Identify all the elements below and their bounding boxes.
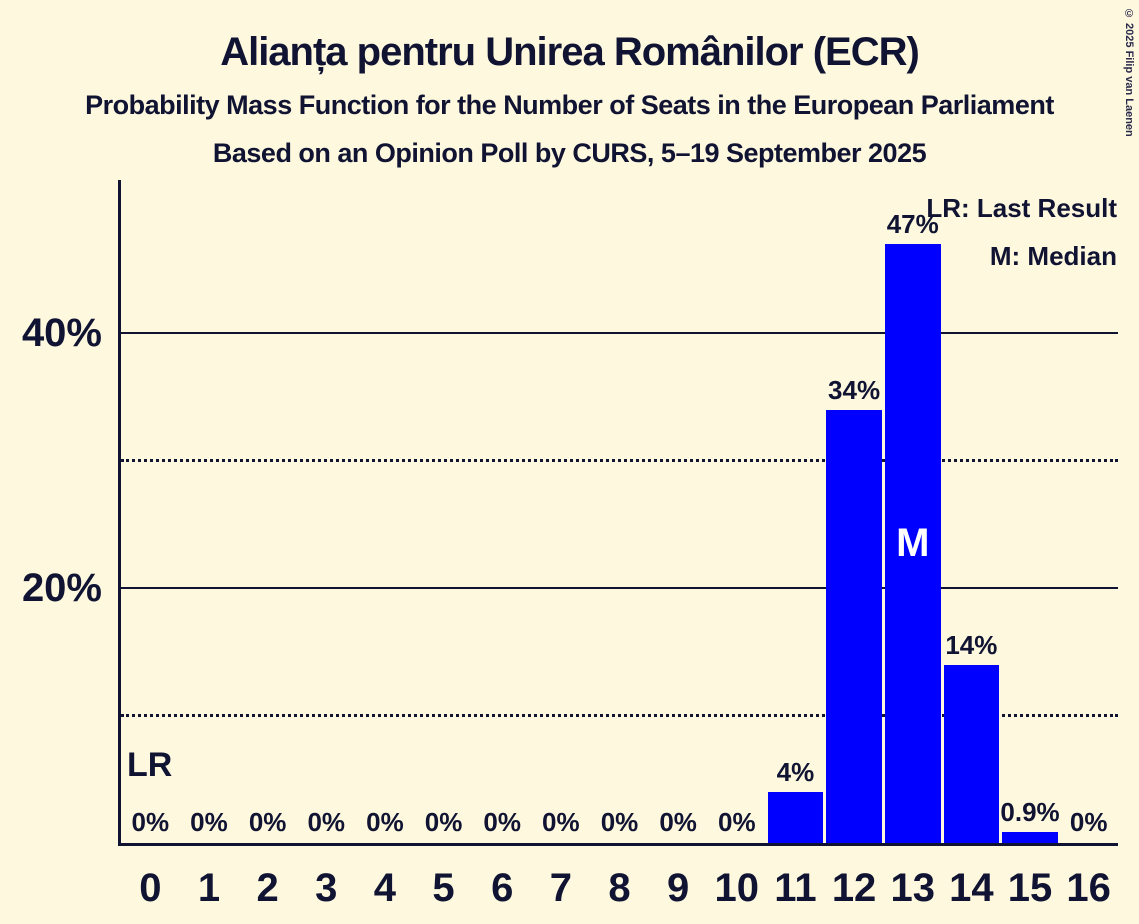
x-axis-label-8: 8 bbox=[608, 866, 631, 910]
bar-value-label-12: 34% bbox=[828, 374, 881, 405]
x-axis-label-3: 3 bbox=[315, 866, 338, 910]
x-axis-label-11: 11 bbox=[774, 866, 817, 910]
bar-value-label-10: 0% bbox=[718, 807, 756, 837]
bar-seats-12 bbox=[826, 409, 882, 843]
x-axis-label-15: 15 bbox=[1007, 866, 1053, 910]
chart-legend: LR: Last Result M: Median bbox=[926, 184, 1117, 280]
bar-value-label-9: 0% bbox=[659, 807, 697, 837]
bar-value-label-1: 0% bbox=[190, 807, 228, 837]
bar-value-label-2: 0% bbox=[248, 807, 287, 837]
x-axis-label-1: 1 bbox=[197, 866, 221, 910]
plot-area: 0% 0% 0% 0% 0% 0% 0% 0% 0% 0% 0% 4% 34% 47% 14% 0.9% 0% M… bbox=[118, 180, 1118, 846]
last-result-marker: LR bbox=[127, 746, 173, 784]
x-axis-label-5: 5 bbox=[432, 866, 455, 910]
legend-last-result: LR: Last Result bbox=[926, 193, 1117, 223]
x-axis-label-4: 4 bbox=[373, 866, 397, 910]
bar-value-label-4: 0% bbox=[366, 807, 404, 837]
chart-source-line: Based on an Opinion Poll by CURS, 5–19 S… bbox=[212, 138, 927, 168]
chart-subtitle: Probability Mass Function for the Number… bbox=[85, 90, 1054, 120]
bar-value-label-8: 0% bbox=[600, 807, 639, 837]
gridline-10pct bbox=[121, 713, 1118, 717]
x-axis-label-14: 14 bbox=[949, 866, 994, 910]
bar-value-label-5: 0% bbox=[424, 807, 463, 837]
bar-value-label-16: 0% bbox=[1069, 807, 1108, 837]
bar-value-label-13: 47% bbox=[886, 208, 939, 239]
chart-title: Alianța pentru Unirea Românilor (ECR) bbox=[220, 30, 920, 74]
bar-seats-14 bbox=[943, 664, 1000, 843]
bar-value-label-15: 0.9% bbox=[1000, 796, 1060, 827]
bar-seats-15 bbox=[1002, 831, 1058, 843]
bar-value-label-0: 0% bbox=[131, 807, 170, 837]
bar-value-label-11: 4% bbox=[776, 757, 815, 787]
bar-value-label-7: 0% bbox=[542, 807, 580, 837]
gridline-20pct bbox=[121, 587, 1118, 589]
bar-value-label-6: 0% bbox=[483, 807, 521, 837]
x-axis-label-12: 12 bbox=[831, 866, 877, 910]
bar-seats-11 bbox=[767, 792, 824, 843]
gridline-30pct bbox=[121, 458, 1118, 462]
x-axis-label-16: 16 bbox=[1066, 866, 1111, 910]
copyright-text: © 2025 Filip van Laenen bbox=[1123, 8, 1135, 137]
legend-median: M: Median bbox=[989, 241, 1117, 271]
bar-value-label-14: 14% bbox=[945, 629, 998, 660]
x-axis-label-7: 7 bbox=[549, 866, 572, 910]
bar-value-label-3: 0% bbox=[307, 807, 346, 837]
gridline-40pct bbox=[121, 332, 1118, 334]
y-axis-label-20pct: 20% bbox=[21, 566, 102, 610]
bar-seats-13 bbox=[884, 243, 941, 843]
median-marker: M bbox=[896, 521, 930, 565]
x-axis-label-10: 10 bbox=[714, 866, 760, 910]
x-axis-label-2: 2 bbox=[256, 866, 279, 910]
x-axis-label-9: 9 bbox=[667, 866, 690, 910]
x-axis-label-6: 6 bbox=[491, 866, 514, 910]
y-axis-label-40pct: 40% bbox=[21, 311, 102, 355]
x-axis-label-0: 0 bbox=[139, 866, 162, 910]
x-axis-label-13: 13 bbox=[890, 866, 935, 910]
